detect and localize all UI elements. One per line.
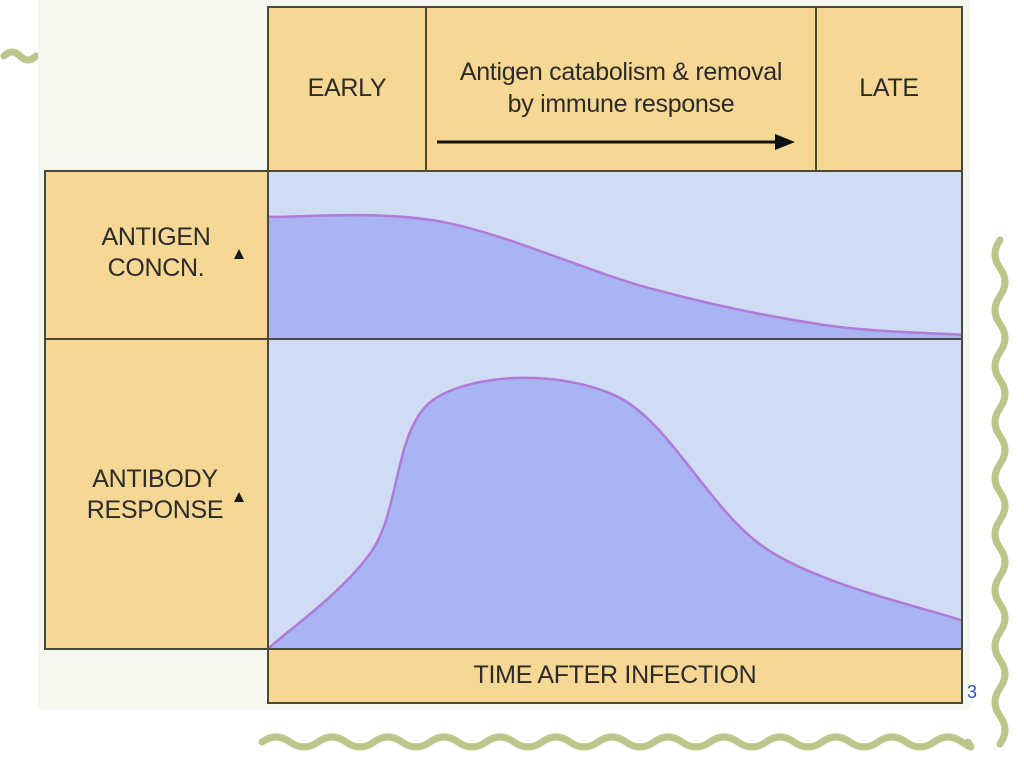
top-left-squiggle [0, 48, 40, 64]
slide-panel: EARLY Antigen catabolism & removal by im… [38, 0, 970, 710]
antibody-label-line2: RESPONSE [86, 496, 224, 525]
header-late-cell: LATE [815, 6, 963, 172]
x-axis-label: TIME AFTER INFECTION [473, 661, 757, 690]
antigen-label-line2: CONCN. [107, 254, 205, 283]
header-middle-label-line1: Antigen catabolism & removal [459, 58, 783, 86]
antibody-curve-line [269, 376, 961, 648]
antigen-up-arrow-icon [234, 249, 244, 259]
antigen-curve-area [269, 215, 961, 338]
antibody-response-curve [269, 376, 961, 648]
antibody-up-arrow-icon [234, 492, 244, 502]
antigen-label-line1: ANTIGEN [101, 223, 211, 251]
antibody-curve-area [269, 377, 961, 648]
row-divider [44, 338, 963, 340]
header-late-label: LATE [859, 74, 919, 103]
antibody-plot [267, 338, 963, 650]
header-early-label: EARLY [307, 74, 387, 103]
antibody-label-line1: ANTIBODY [92, 465, 218, 493]
antigen-concentration-curve [269, 213, 961, 338]
antigen-plot [267, 170, 963, 340]
antibody-label: ANTIBODY RESPONSE [70, 464, 240, 527]
antigen-label: ANTIGEN CONCN. [76, 222, 236, 285]
bottom-squiggle [258, 733, 975, 751]
x-axis-label-cell: TIME AFTER INFECTION [267, 648, 963, 704]
header-early-cell: EARLY [267, 6, 427, 172]
header-middle-cell: Antigen catabolism & removal by immune r… [425, 6, 817, 172]
right-squiggle [991, 236, 1009, 748]
page-number: 3 [967, 682, 978, 702]
arrow-right-icon [437, 134, 795, 150]
header-middle-label-line2: by immune response [507, 90, 735, 118]
antigen-curve-line [269, 213, 961, 336]
